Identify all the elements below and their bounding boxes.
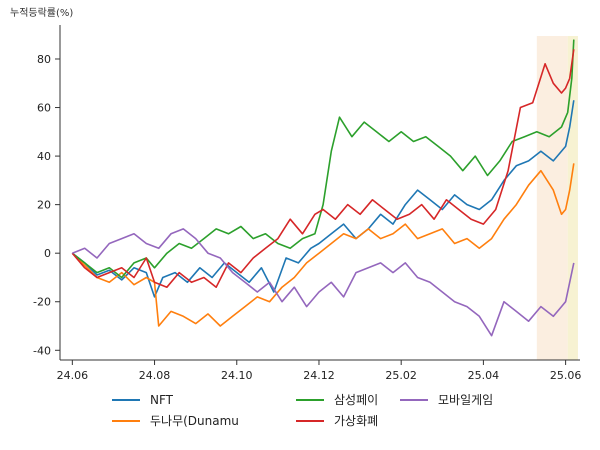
- series-line-삼성페이: [71, 39, 575, 279]
- legend-label: 모바일게임: [438, 393, 493, 407]
- x-tick-label: 25.02: [385, 369, 417, 382]
- y-tick-label: -20: [33, 296, 51, 309]
- highlight-bands: [536, 36, 578, 360]
- x-tick-label: 24.10: [221, 369, 253, 382]
- x-tick-label: 25.04: [468, 369, 500, 382]
- axes: -40 -20 0 20 40 60 80 24.06 24.08 24.10 24.12 25.02…: [33, 25, 581, 382]
- legend-label: NFT: [150, 393, 174, 407]
- highlight-band-2: [567, 36, 578, 360]
- highlight-band-1: [536, 36, 568, 360]
- y-tick-label: -40: [33, 344, 51, 357]
- legend-label: 두나무(Dunamu: [150, 414, 239, 428]
- y-axis-label: 누적등락률(%): [10, 7, 73, 19]
- series-lines: [71, 39, 575, 337]
- x-tick-label: 24.08: [139, 369, 171, 382]
- series-line-가상화폐: [71, 49, 575, 288]
- y-tick-label: 20: [37, 199, 51, 212]
- legend-label: 삼성페이: [334, 393, 378, 407]
- legend-label: 가상화폐: [334, 414, 378, 428]
- x-tick-label: 24.06: [57, 369, 89, 382]
- x-tick-label: 24.12: [303, 369, 335, 382]
- x-tick-label: 25.06: [550, 369, 582, 382]
- series-line-모바일게임: [72, 228, 575, 337]
- y-tick-label: 80: [37, 53, 51, 66]
- series-line-두나무(Dunamu: [71, 163, 575, 327]
- y-tick-label: 60: [37, 102, 51, 115]
- y-tick-label: 40: [37, 150, 51, 163]
- y-tick-label: 0: [44, 247, 51, 260]
